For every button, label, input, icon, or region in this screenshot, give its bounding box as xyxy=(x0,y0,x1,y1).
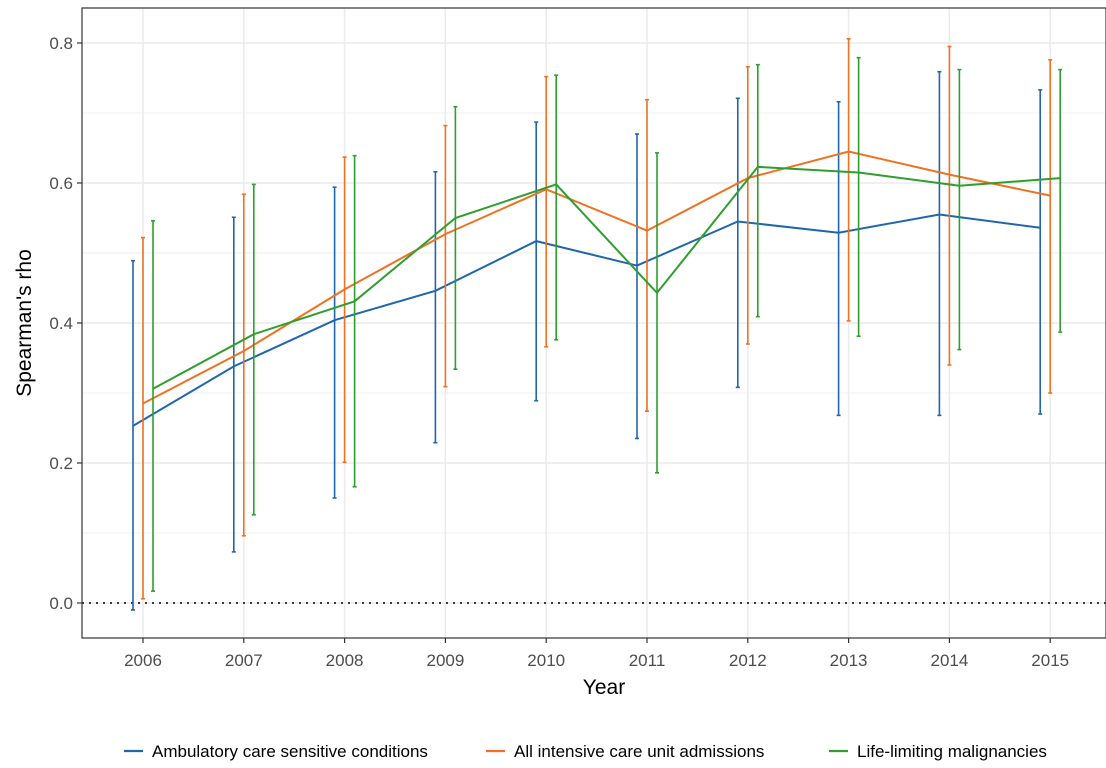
y-axis-title: Spearman's rho xyxy=(13,249,36,397)
error-bar xyxy=(352,154,357,488)
x-tick-label: 2012 xyxy=(729,651,767,670)
x-tick-label: 2013 xyxy=(830,651,868,670)
series-group xyxy=(131,70,1043,611)
error-bar xyxy=(1038,89,1043,415)
error-bar xyxy=(251,183,256,516)
x-tick-label: 2006 xyxy=(124,651,162,670)
axes-layer: 0.0 0.2 0.4 0.6 0.8 2006 2007 2008 2009 2010 2011 2… xyxy=(49,34,1069,670)
error-bar xyxy=(1058,68,1063,333)
x-tick-label: 2008 xyxy=(326,651,364,670)
series-line xyxy=(132,213,1041,427)
error-bar xyxy=(947,45,952,366)
error-bar xyxy=(453,105,458,371)
series-group xyxy=(151,56,1063,592)
error-bar xyxy=(534,121,539,402)
series-line xyxy=(142,150,1051,405)
error-bar xyxy=(433,171,438,444)
y-tick-label: 0.6 xyxy=(49,174,73,193)
error-bar xyxy=(544,75,549,348)
series-layer xyxy=(131,37,1063,611)
error-bar xyxy=(231,216,236,553)
x-axis-title: Year xyxy=(583,676,625,699)
x-tick-label: 2014 xyxy=(930,651,968,670)
error-bar xyxy=(755,63,760,318)
series-group xyxy=(141,37,1053,600)
error-bar xyxy=(141,236,145,600)
error-bar xyxy=(554,74,559,341)
error-bar xyxy=(635,133,639,440)
y-tick-label: 0.8 xyxy=(49,34,73,53)
series-line xyxy=(152,165,1061,390)
grid-layer xyxy=(82,8,1106,638)
legend-label: Life-limiting malignancies xyxy=(857,742,1047,761)
x-tick-label: 2010 xyxy=(527,651,565,670)
legend-label: All intensive care unit admissions xyxy=(514,742,764,761)
error-bar xyxy=(856,56,861,338)
error-bar xyxy=(131,259,135,611)
error-bar xyxy=(655,152,659,474)
error-bar xyxy=(332,186,337,499)
error-bar xyxy=(745,66,750,345)
y-tick-label: 0.2 xyxy=(49,454,73,473)
error-bar xyxy=(443,124,448,388)
x-tick-label: 2015 xyxy=(1031,651,1069,670)
legend-label: Ambulatory care sensitive conditions xyxy=(152,742,428,761)
error-bar xyxy=(342,156,347,464)
x-tick-label: 2011 xyxy=(629,651,666,670)
error-bar xyxy=(151,220,155,592)
error-bar xyxy=(937,70,942,417)
error-bar xyxy=(1048,58,1053,394)
y-tick-label: 0.4 xyxy=(49,314,73,333)
error-bar xyxy=(957,68,962,351)
x-tick-label: 2009 xyxy=(426,651,464,670)
error-bar xyxy=(846,37,851,322)
error-bar xyxy=(836,101,841,417)
y-tick-label: 0.0 xyxy=(49,594,73,613)
error-bar xyxy=(241,193,246,537)
x-tick-label: 2007 xyxy=(225,651,263,670)
legend: Ambulatory care sensitive conditions All … xyxy=(124,742,1047,761)
error-bar xyxy=(645,98,649,413)
error-bar xyxy=(735,97,740,389)
